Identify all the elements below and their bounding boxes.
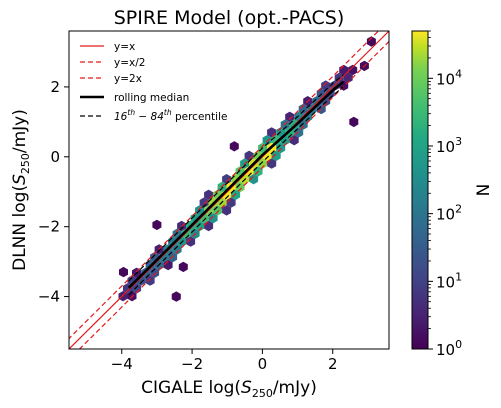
percentile-84-line [128, 74, 344, 282]
hexbin-cell [285, 111, 295, 122]
hexbin-cell [172, 244, 182, 255]
hexbin-outlier-cell [229, 141, 239, 152]
colorbar-tick-label: 102 [436, 203, 462, 224]
x-axis-label-end: /mJy) [273, 378, 317, 398]
chart-title: SPIRE Model (opt.-PACS) [114, 7, 345, 29]
legend-label-identity: y=x [114, 41, 135, 53]
percentile-16-line [128, 86, 344, 296]
y-tick-label: −4 [38, 288, 60, 306]
x-axis-label-symbol: S [241, 378, 252, 398]
hexbin-cell [199, 197, 209, 208]
y-axis-ticks: −4 −2 0 2 [38, 78, 69, 306]
hexbin-outlier-cell [349, 116, 359, 128]
legend-percentile-lo: 16 [114, 111, 128, 123]
colorbar-label: N [474, 184, 494, 197]
hexbin-cell [258, 158, 268, 169]
hexbin-cell [262, 135, 272, 146]
hexbin-cell [271, 150, 281, 161]
rolling-median-line [127, 80, 345, 289]
hexbin-cell [132, 283, 142, 294]
x-tick-label: −2 [181, 355, 203, 373]
hexbin-cell [208, 213, 218, 224]
y-axis-label: DLNN log(S250/mJy) [10, 109, 32, 271]
legend-percentile-sup2: th [164, 108, 172, 117]
x-axis-ticks: −4 −2 0 2 [111, 349, 338, 373]
y-tick-label: −2 [38, 218, 60, 236]
hexbin-cell [298, 103, 308, 115]
hexbin-cell [280, 119, 290, 130]
y-tick-label: 2 [50, 78, 60, 96]
hexbin-cell [235, 181, 245, 193]
x-axis-label: CIGALE log(S250/mJy) [141, 378, 317, 400]
hexbin-cell [213, 205, 223, 216]
hexbin-cell [163, 259, 173, 271]
x-tick-label: −4 [111, 355, 133, 373]
x-axis-label-subscript: 250 [252, 387, 273, 400]
legend-percentile-post: percentile [172, 111, 228, 123]
hexbin-outlier-cell [119, 266, 128, 278]
hexbin-cell [244, 150, 254, 161]
colorbar-tick-label: 101 [436, 270, 462, 291]
hexbin-cell [321, 80, 331, 91]
hexbin-outlier-cell [171, 291, 181, 302]
legend-label-percentile: 16th − 84th percentile [114, 108, 227, 123]
y-axis-label-symbol: S [10, 174, 30, 185]
line-half [78, 40, 389, 349]
colorbar-tick-label: 104 [436, 67, 462, 88]
hexbin-outlier-cell [178, 261, 188, 273]
hexbin-cell [222, 205, 232, 216]
colorbar [411, 30, 429, 350]
y-tick-label: 0 [50, 148, 60, 166]
plot-frame [68, 30, 390, 350]
hexbin-outlier-cell [152, 219, 162, 231]
statistic-lines [127, 74, 345, 296]
hexbin-cell [348, 64, 358, 76]
legend-label-double: y=2x [114, 73, 142, 85]
legend-label-half: y=x/2 [114, 57, 145, 69]
colorbar-tick-label: 103 [436, 135, 462, 156]
y-axis-label-main: DLNN log( [10, 185, 30, 271]
hexbin-cell [145, 275, 155, 286]
y-axis-label-end: /mJy) [10, 109, 30, 153]
plot-area [69, 31, 389, 349]
legend-percentile-sup1: th [127, 108, 135, 117]
legend: y=x y=x/2 y=2x rolling median 16th − 84t… [80, 41, 227, 123]
hexbin-cell [186, 236, 196, 247]
legend-label-median: rolling median [114, 92, 189, 104]
x-axis-label-main: CIGALE log( [141, 378, 241, 398]
x-tick-label: 2 [328, 355, 338, 373]
colorbar-tick-label: 100 [436, 338, 462, 359]
hexbin-cell [150, 267, 160, 278]
hexbin-cell [249, 174, 259, 185]
line-double [69, 31, 380, 340]
hexbin-outlier-cell [366, 36, 376, 47]
legend-percentile-mid: − 84 [135, 111, 164, 123]
x-tick-label: 0 [258, 355, 268, 373]
hexbin-cell [195, 220, 205, 232]
hexbin-cell [343, 72, 353, 83]
y-axis-label-subscript: 250 [19, 153, 32, 174]
colorbar-ticks: 100 101 102 103 104 [428, 30, 462, 359]
